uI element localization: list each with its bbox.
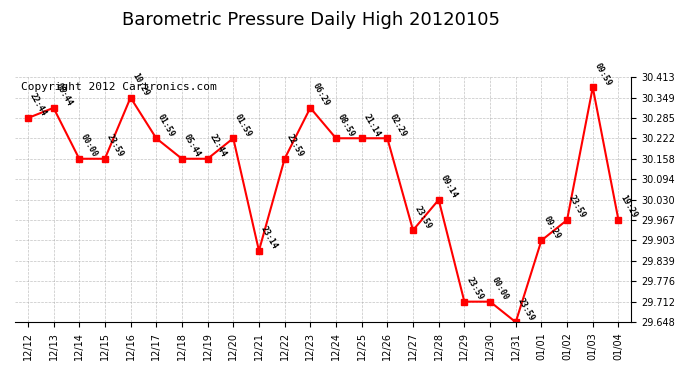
Text: 05:44: 05:44	[182, 133, 202, 159]
Text: 09:14: 09:14	[439, 174, 459, 200]
Text: 23:14: 23:14	[259, 225, 279, 251]
Text: 21:14: 21:14	[362, 112, 382, 138]
Text: 23:59: 23:59	[464, 276, 484, 302]
Text: 23:59: 23:59	[413, 204, 433, 230]
Text: 01:59: 01:59	[233, 112, 253, 138]
Text: 23:59: 23:59	[515, 296, 536, 322]
Text: 06:29: 06:29	[310, 82, 331, 108]
Text: Copyright 2012 Cartronics.com: Copyright 2012 Cartronics.com	[21, 82, 217, 92]
Text: 08:59: 08:59	[336, 112, 356, 138]
Text: 23:59: 23:59	[105, 133, 125, 159]
Text: 09:59: 09:59	[593, 61, 613, 87]
Text: 00:00: 00:00	[490, 276, 511, 302]
Text: 23:59: 23:59	[567, 194, 587, 220]
Text: 02:29: 02:29	[387, 112, 408, 138]
Text: 19:29: 19:29	[618, 194, 639, 220]
Text: 22:44: 22:44	[208, 133, 228, 159]
Text: 01:59: 01:59	[156, 112, 177, 138]
Text: 22:59: 22:59	[284, 133, 305, 159]
Text: 22:44: 22:44	[28, 92, 48, 118]
Text: 09:29: 09:29	[542, 214, 562, 240]
Text: 08:44: 08:44	[54, 82, 74, 108]
Text: 10:29: 10:29	[130, 71, 151, 98]
Text: 00:00: 00:00	[79, 133, 99, 159]
Text: Barometric Pressure Daily High 20120105: Barometric Pressure Daily High 20120105	[121, 11, 500, 29]
